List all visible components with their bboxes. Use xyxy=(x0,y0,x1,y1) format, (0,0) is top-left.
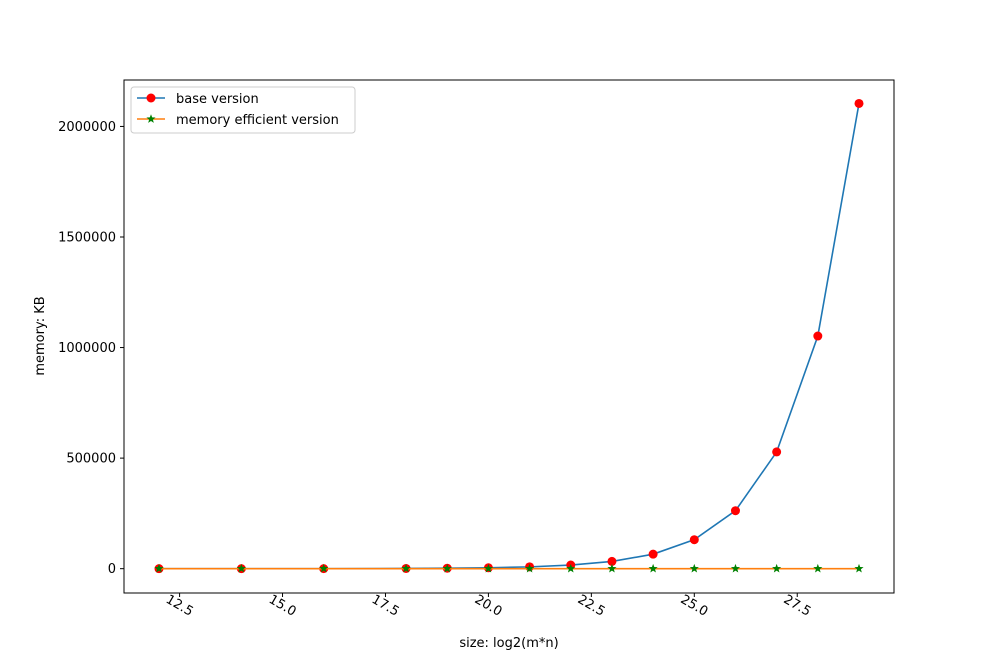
data-point xyxy=(854,563,864,573)
data-point xyxy=(319,563,329,573)
y-axis-label: memory: KB xyxy=(33,296,48,375)
data-point xyxy=(772,563,782,573)
data-point xyxy=(607,556,617,566)
y-tick-label: 2000000 xyxy=(58,120,116,135)
data-point xyxy=(607,563,617,573)
data-point xyxy=(730,506,740,516)
data-point xyxy=(813,563,823,573)
y-tick-label: 500000 xyxy=(66,452,116,467)
legend-item-base: base version xyxy=(137,92,259,107)
data-point xyxy=(442,563,452,573)
legend-label-efficient: memory efficient version xyxy=(176,113,339,128)
y-tick-label: 1000000 xyxy=(58,341,116,356)
data-point xyxy=(689,535,699,545)
data-point xyxy=(689,563,699,573)
data-point xyxy=(813,331,823,341)
legend: base version memory efficient version xyxy=(130,86,356,134)
plot-frame xyxy=(123,79,895,594)
y-tick-label: 1500000 xyxy=(58,230,116,245)
data-point xyxy=(648,549,658,559)
legend-item-efficient: memory efficient version xyxy=(137,113,339,128)
x-axis-ticks: 12.5 15.0 17.5 20.0 22.5 25.0 27.5 xyxy=(163,592,813,619)
data-point xyxy=(154,563,164,573)
y-axis-ticks: 0 500000 1000000 1500000 2000000 xyxy=(58,120,124,577)
legend-marker-base xyxy=(146,93,156,103)
x-axis-label: size: log2(m*n) xyxy=(459,636,558,651)
data-point xyxy=(525,563,535,573)
legend-box xyxy=(130,86,356,134)
data-point xyxy=(236,563,246,573)
data-point xyxy=(401,563,411,573)
y-tick-label: 0 xyxy=(108,562,116,577)
series-memory-efficient-version xyxy=(154,563,864,573)
data-point xyxy=(648,563,658,573)
data-point xyxy=(772,447,782,457)
legend-label-base: base version xyxy=(176,92,259,107)
series-layer xyxy=(154,98,864,574)
legend-marker-efficient xyxy=(146,114,156,123)
data-point xyxy=(483,563,493,573)
data-point xyxy=(854,98,864,108)
data-point xyxy=(730,563,741,573)
data-point xyxy=(566,563,576,573)
